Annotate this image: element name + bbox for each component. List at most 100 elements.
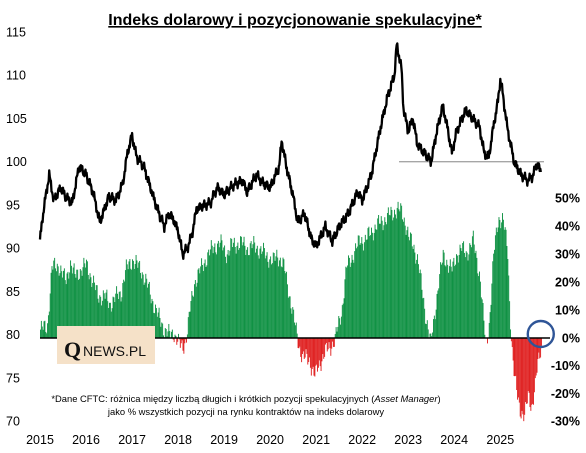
position-bar	[305, 338, 307, 350]
position-bar	[223, 247, 225, 338]
position-bar	[240, 236, 242, 338]
position-bar	[289, 296, 291, 338]
position-bar	[239, 248, 241, 338]
position-bar	[432, 332, 434, 338]
position-bar	[164, 328, 166, 338]
position-bar	[235, 253, 237, 338]
position-bar	[363, 242, 365, 338]
position-bar	[495, 227, 497, 338]
position-bar	[453, 257, 455, 338]
position-bars	[40, 201, 542, 422]
position-bar	[335, 327, 337, 338]
position-bar	[457, 262, 459, 338]
position-bar	[142, 274, 144, 338]
position-bar	[478, 276, 480, 338]
position-bar	[461, 250, 463, 338]
position-bar	[69, 272, 71, 338]
position-bar	[123, 279, 125, 338]
position-bar	[434, 319, 436, 338]
position-bar	[207, 252, 209, 338]
position-bar	[116, 286, 118, 338]
position-bar	[404, 225, 406, 338]
position-bar	[147, 283, 149, 338]
position-bar	[70, 260, 72, 338]
position-bar	[249, 243, 251, 338]
position-bar	[378, 215, 380, 338]
position-bar	[281, 267, 283, 338]
position-bar	[473, 244, 475, 338]
position-bar	[83, 257, 85, 338]
position-bar	[359, 244, 361, 338]
position-bar	[160, 326, 162, 338]
position-bar	[261, 253, 263, 338]
position-bar	[294, 322, 295, 338]
position-bar	[489, 312, 491, 338]
position-bar	[517, 338, 519, 398]
position-bar	[444, 265, 446, 338]
position-bar	[215, 252, 217, 338]
position-bar	[138, 262, 140, 338]
position-bar	[506, 246, 508, 338]
position-bar	[318, 338, 320, 361]
position-bar	[425, 323, 426, 338]
footnote-line-1-end: )	[437, 393, 440, 404]
position-bar	[482, 302, 484, 338]
position-bar	[199, 273, 201, 338]
position-bar	[101, 305, 103, 338]
position-bar	[67, 271, 69, 338]
position-bar	[183, 338, 185, 354]
position-bar	[408, 236, 410, 338]
position-bar	[376, 229, 378, 338]
position-bar	[317, 338, 318, 372]
position-bar	[256, 245, 258, 338]
right-tick-label: 0%	[562, 332, 580, 346]
position-bar	[463, 252, 465, 338]
position-bar	[48, 311, 50, 338]
position-bar	[307, 338, 309, 365]
position-bar	[431, 336, 433, 338]
position-bar	[529, 338, 531, 408]
left-tick-label: 95	[6, 198, 20, 212]
position-bar	[41, 326, 43, 338]
position-bar	[480, 297, 482, 338]
position-bar	[366, 239, 368, 338]
position-bar	[81, 275, 83, 338]
position-bar	[336, 331, 338, 338]
position-bar	[451, 271, 453, 338]
position-bar	[243, 236, 245, 338]
position-bar	[419, 269, 421, 338]
position-bar	[255, 252, 257, 338]
position-bar	[535, 338, 537, 376]
position-bar	[218, 247, 220, 338]
position-bar	[248, 255, 250, 338]
position-bar	[278, 266, 280, 338]
x-tick-label: 2021	[302, 433, 330, 447]
position-bar	[395, 218, 397, 338]
position-bar	[306, 338, 308, 354]
position-bar	[497, 227, 499, 338]
position-bar	[538, 338, 540, 353]
position-bar	[364, 234, 366, 338]
position-bar	[325, 338, 326, 345]
position-bar	[143, 284, 145, 338]
position-bar	[273, 253, 275, 338]
logo-text: NEWS.PL	[83, 343, 146, 359]
left-axis-ticks: 70 75 80 85 90 95 100 105 110 115	[6, 26, 27, 429]
position-bar	[438, 288, 440, 338]
position-bar	[149, 294, 151, 338]
position-bar	[403, 217, 405, 338]
position-bar	[534, 338, 536, 379]
position-bar	[442, 249, 444, 338]
position-bar	[58, 275, 60, 338]
x-tick-label: 2017	[118, 433, 146, 447]
position-bar	[186, 334, 188, 338]
position-bar	[79, 269, 81, 338]
position-bar	[510, 329, 511, 338]
position-bar	[286, 271, 288, 338]
position-bar	[380, 216, 382, 338]
x-tick-label: 2022	[348, 433, 376, 447]
position-bar	[338, 316, 340, 338]
position-bar	[344, 279, 346, 338]
position-bar	[459, 244, 461, 338]
position-bar	[106, 289, 108, 338]
